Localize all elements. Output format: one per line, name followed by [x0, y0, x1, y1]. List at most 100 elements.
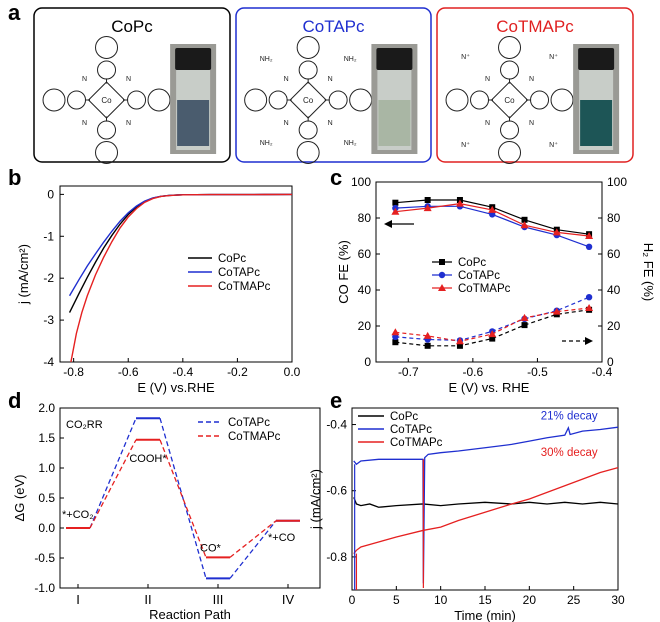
chart-e: 0 5 10 15 20 25 30 -0.4 -0.6 -0.8 Time (min) j (mA/… [308, 407, 625, 622]
y2-tick-label: 60 [607, 247, 621, 261]
y2-tick-label: 20 [607, 319, 621, 333]
y-tick-label: 2.0 [38, 401, 55, 415]
vial-cap [376, 48, 413, 70]
meso-nitrogen: N [126, 76, 131, 83]
data-point [439, 259, 445, 265]
trimethylammonium-group: N⁺ [461, 141, 470, 149]
amino-group: NH₂ [260, 140, 273, 147]
molecule-box-1: CoPc N N N N Co [33, 7, 231, 164]
x-tick-label: -0.8 [63, 365, 84, 379]
data-point [585, 294, 593, 301]
y-tick-label: -0.8 [326, 550, 347, 564]
series-line-CoTMAPc [70, 193, 293, 363]
state-label: COOH* [129, 453, 167, 465]
data-point [520, 313, 529, 321]
molecule-name: CoTMAPc [496, 17, 574, 36]
y-axis-label: j (mA/cm²) [308, 469, 323, 530]
series-line-CoTMAPc [353, 466, 619, 555]
plot-frame [375, 181, 603, 363]
y-tick-label: -3 [43, 313, 54, 327]
energy-connector [159, 439, 207, 558]
legend-label: CoTAPc [218, 267, 260, 279]
series-line-CoPc [353, 497, 619, 508]
y-tick-label: -0.6 [326, 484, 347, 498]
molecule-name: CoTAPc [302, 17, 365, 36]
legend-label: CoTMAPc [390, 437, 443, 449]
y-tick-label: -2 [43, 271, 54, 285]
data-point [391, 207, 400, 215]
data-point [455, 337, 464, 345]
vial-liquid [580, 100, 613, 146]
data-point [520, 221, 529, 229]
legend-label: CoTAPc [458, 270, 500, 282]
benzo-ring [498, 36, 522, 59]
y2-tick-label: 0 [607, 355, 614, 369]
x-axis-label: Reaction Path [149, 607, 231, 622]
chart-b: -0.8 -0.6 -0.4 -0.2 0.0 0 -1 -2 -3 -4 E (V) vs.RHE… [16, 185, 301, 395]
x-tick-label: 30 [611, 593, 625, 607]
meso-nitrogen: N [82, 120, 87, 127]
legend-label: CoPc [218, 253, 246, 265]
series-line-CoTAPc [353, 426, 619, 584]
arrow-head [384, 220, 392, 228]
x-tick-label: -0.5 [527, 365, 548, 379]
x-tick-label: 15 [478, 593, 492, 607]
data-point [438, 271, 446, 279]
data-point [392, 199, 399, 206]
data-point [521, 216, 528, 223]
x-tick-label: 0 [349, 593, 356, 607]
legend-label: CoTMAPc [218, 281, 271, 293]
legend-label: CoPc [390, 411, 418, 423]
meso-nitrogen: N [485, 76, 490, 83]
vial-liquid [378, 100, 411, 146]
amino-group: NH₂ [344, 56, 357, 63]
energy-connector [229, 520, 277, 558]
vial-liquid [177, 100, 210, 146]
data-point [455, 199, 464, 207]
x-tick-label: -0.4 [592, 365, 613, 379]
cobalt-center: Co [101, 96, 112, 105]
x-tick-label: 25 [567, 593, 581, 607]
x-tick-label: 10 [434, 593, 448, 607]
vial-photo [371, 44, 418, 154]
cobalt-center: Co [303, 96, 314, 105]
data-point [585, 232, 594, 239]
x-axis-label: E (V) vs.RHE [137, 380, 215, 395]
benzo-ring [296, 36, 320, 59]
trimethylammonium-group: N⁺ [549, 53, 558, 61]
decay-annotation: 30% decay [541, 447, 598, 459]
y-tick-label: 1.5 [38, 431, 55, 445]
y-tick-label: 1.0 [38, 461, 55, 475]
state-label: CO* [200, 542, 222, 554]
y-axis-label: CO FE (%) [336, 240, 351, 304]
legend-label: CoPc [458, 257, 486, 269]
data-point [552, 228, 561, 236]
benzo-ring [147, 88, 171, 112]
y-axis-label: ΔG (eV) [12, 475, 27, 522]
legend-label: CoTAPc [228, 417, 270, 429]
phthalocyanine-structure [445, 36, 574, 164]
data-point [424, 342, 431, 349]
data-point [423, 331, 432, 339]
x-category-label: I [76, 592, 80, 607]
benzo-ring [42, 88, 66, 112]
y-tick-label: 80 [358, 211, 372, 225]
data-point [456, 342, 463, 349]
benzo-ring [550, 88, 574, 112]
legend-label: CoTMAPc [228, 431, 281, 443]
legend-label: CoTMAPc [458, 283, 511, 295]
vial-cap [578, 48, 615, 70]
x-tick-label: -0.4 [172, 365, 193, 379]
x-tick-label: -0.6 [118, 365, 139, 379]
panel-b-label: b [8, 165, 21, 190]
y-tick-label: 0 [364, 355, 371, 369]
chart-d: -1.0-0.50.00.51.01.52.0I II III IVReaction … [12, 401, 321, 622]
y-tick-label: 0 [47, 187, 54, 201]
data-point [488, 205, 497, 213]
data-point [585, 243, 593, 250]
x-tick-label: 0.0 [284, 365, 301, 379]
y-tick-label: -4 [43, 355, 54, 369]
energy-connector [229, 520, 277, 579]
x-tick-label: 5 [393, 593, 400, 607]
